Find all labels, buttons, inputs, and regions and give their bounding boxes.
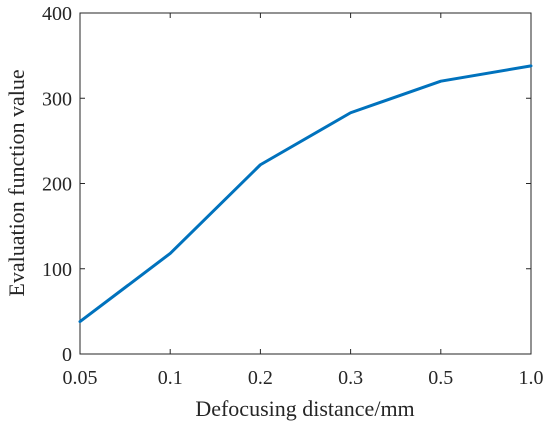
x-tick-label: 0.5 [428,367,453,389]
x-axis-title: Defocusing distance/mm [195,396,414,421]
y-tick-label: 400 [42,3,72,25]
y-tick-label: 200 [42,174,72,196]
plot-area-frame [79,12,532,355]
x-axis: 0.05 0.1 0.2 0.3 0.5 1.0 [63,13,544,389]
y-tick-label: 300 [42,88,72,110]
x-tick-label: 0.3 [338,367,363,389]
series-layer [78,64,533,324]
y-axis: 0 100 200 300 400 [42,3,531,366]
y-axis-title: Evaluation function value [4,69,29,296]
x-tick-label: 0.2 [248,367,273,389]
y-tick-label: 100 [42,259,72,281]
x-tick-label: 0.05 [63,367,98,389]
y-tick-label: 0 [62,344,72,366]
x-tick-label: 1.0 [519,367,544,389]
x-tick-label: 0.1 [158,367,183,389]
series-line [78,64,533,324]
